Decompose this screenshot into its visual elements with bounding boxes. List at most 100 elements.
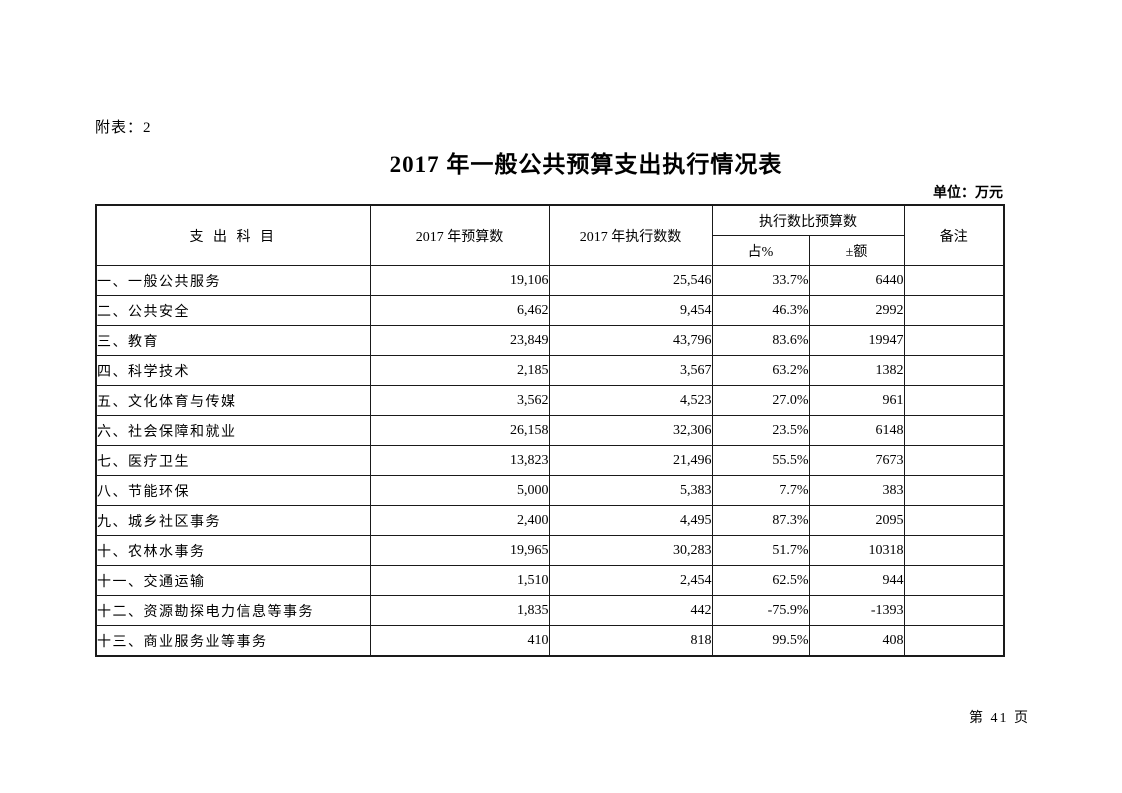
row-execution-value: 3,567 [548, 355, 713, 386]
row-remarks-cell [903, 535, 1005, 566]
col-header-remarks: 备注 [903, 204, 1005, 266]
row-percent-value: 63.2% [711, 355, 810, 386]
row-percent-value: 83.6% [711, 325, 810, 356]
table-header: 支 出 科 目 2017 年预算数 2017 年执行数数 执行数比预算数 备注 … [95, 204, 1005, 266]
row-budget-value: 26,158 [369, 415, 550, 446]
row-budget-value: 5,000 [369, 475, 550, 506]
row-percent-value: 62.5% [711, 565, 810, 596]
row-budget-value: 19,106 [369, 265, 550, 296]
row-amount-value: 961 [808, 385, 905, 416]
table-row: 六、社会保障和就业 26,158 32,306 23.5% 6148 [95, 415, 1005, 446]
unit-label: 单位：万元 [933, 186, 1003, 201]
row-remarks-cell [903, 325, 1005, 356]
row-amount-value: 6148 [808, 415, 905, 446]
row-item-label: 二、公共安全 [95, 295, 371, 326]
row-budget-value: 410 [369, 625, 550, 657]
row-item-label: 四、科学技术 [95, 355, 371, 386]
row-item-label: 一、一般公共服务 [95, 265, 371, 296]
row-amount-value: 944 [808, 565, 905, 596]
row-percent-value: 7.7% [711, 475, 810, 506]
row-execution-value: 30,283 [548, 535, 713, 566]
row-budget-value: 23,849 [369, 325, 550, 356]
row-remarks-cell [903, 385, 1005, 416]
row-remarks-cell [903, 595, 1005, 626]
row-execution-value: 43,796 [548, 325, 713, 356]
row-execution-value: 9,454 [548, 295, 713, 326]
page-title: 2017 年一般公共预算支出执行情况表 [389, 152, 783, 177]
row-execution-value: 21,496 [548, 445, 713, 476]
row-budget-value: 6,462 [369, 295, 550, 326]
row-percent-value: 51.7% [711, 535, 810, 566]
row-percent-value: 87.3% [711, 505, 810, 536]
row-amount-value: -1393 [808, 595, 905, 626]
table-row: 二、公共安全 6,462 9,454 46.3% 2992 [95, 295, 1005, 326]
row-execution-value: 4,523 [548, 385, 713, 416]
row-item-label: 十三、商业服务业等事务 [95, 625, 371, 657]
col-header-execution-vs-budget: 执行数比预算数 [711, 204, 905, 236]
row-budget-value: 2,400 [369, 505, 550, 536]
row-item-label: 十、农林水事务 [95, 535, 371, 566]
col-header-budget-2017: 2017 年预算数 [369, 204, 550, 266]
row-budget-value: 19,965 [369, 535, 550, 566]
row-percent-value: 46.3% [711, 295, 810, 326]
row-remarks-cell [903, 565, 1005, 596]
col-header-execution-2017: 2017 年执行数数 [548, 204, 713, 266]
row-percent-value: -75.9% [711, 595, 810, 626]
row-percent-value: 99.5% [711, 625, 810, 657]
row-budget-value: 3,562 [369, 385, 550, 416]
table-row: 一、一般公共服务 19,106 25,546 33.7% 6440 [95, 265, 1005, 296]
table-row: 十一、交通运输 1,510 2,454 62.5% 944 [95, 565, 1005, 596]
row-item-label: 三、教育 [95, 325, 371, 356]
row-item-label: 五、文化体育与传媒 [95, 385, 371, 416]
row-execution-value: 2,454 [548, 565, 713, 596]
header-row-1: 支 出 科 目 2017 年预算数 2017 年执行数数 执行数比预算数 备注 [95, 204, 1005, 266]
row-remarks-cell [903, 415, 1005, 446]
row-budget-value: 13,823 [369, 445, 550, 476]
row-item-label: 八、节能环保 [95, 475, 371, 506]
row-execution-value: 32,306 [548, 415, 713, 446]
table-row: 十、农林水事务 19,965 30,283 51.7% 10318 [95, 535, 1005, 566]
header-row-2: 占% ±额 [96, 235, 1004, 266]
row-budget-value: 1,835 [369, 595, 550, 626]
table-body: 一、一般公共服务 19,106 25,546 33.7% 6440 二、公共安全… [95, 265, 1005, 657]
row-amount-value: 10318 [808, 535, 905, 566]
row-execution-value: 442 [548, 595, 713, 626]
row-budget-value: 2,185 [369, 355, 550, 386]
table-row: 三、教育 23,849 43,796 83.6% 19947 [95, 325, 1005, 356]
row-item-label: 十一、交通运输 [95, 565, 371, 596]
row-amount-value: 7673 [808, 445, 905, 476]
row-remarks-cell [903, 625, 1005, 657]
row-amount-value: 408 [808, 625, 905, 657]
row-percent-value: 55.5% [711, 445, 810, 476]
row-remarks-cell [903, 265, 1005, 296]
row-item-label: 六、社会保障和就业 [95, 415, 371, 446]
budget-execution-table: 支 出 科 目 2017 年预算数 2017 年执行数数 执行数比预算数 备注 … [95, 204, 1005, 657]
row-percent-value: 23.5% [711, 415, 810, 446]
row-amount-value: 2095 [808, 505, 905, 536]
row-execution-value: 818 [548, 625, 713, 657]
row-execution-value: 4,495 [548, 505, 713, 536]
col-header-expenditure-item: 支 出 科 目 [95, 204, 371, 266]
table-row: 四、科学技术 2,185 3,567 63.2% 1382 [95, 355, 1005, 386]
row-item-label: 十二、资源勘探电力信息等事务 [95, 595, 371, 626]
col-header-plus-minus-amount: ±额 [808, 235, 905, 266]
row-amount-value: 2992 [808, 295, 905, 326]
row-remarks-cell [903, 475, 1005, 506]
row-item-label: 七、医疗卫生 [95, 445, 371, 476]
row-remarks-cell [903, 295, 1005, 326]
table-row: 十三、商业服务业等事务 410 818 99.5% 408 [95, 625, 1005, 657]
row-remarks-cell [903, 445, 1005, 476]
table-row: 九、城乡社区事务 2,400 4,495 87.3% 2095 [95, 505, 1005, 536]
row-remarks-cell [903, 505, 1005, 536]
annex-label: 附表：2 [95, 120, 152, 136]
col-header-percent: 占% [711, 235, 810, 266]
table-row: 十二、资源勘探电力信息等事务 1,835 442 -75.9% -1393 [95, 595, 1005, 626]
row-budget-value: 1,510 [369, 565, 550, 596]
row-execution-value: 5,383 [548, 475, 713, 506]
row-percent-value: 27.0% [711, 385, 810, 416]
row-amount-value: 6440 [808, 265, 905, 296]
row-percent-value: 33.7% [711, 265, 810, 296]
table-row: 七、医疗卫生 13,823 21,496 55.5% 7673 [95, 445, 1005, 476]
row-remarks-cell [903, 355, 1005, 386]
